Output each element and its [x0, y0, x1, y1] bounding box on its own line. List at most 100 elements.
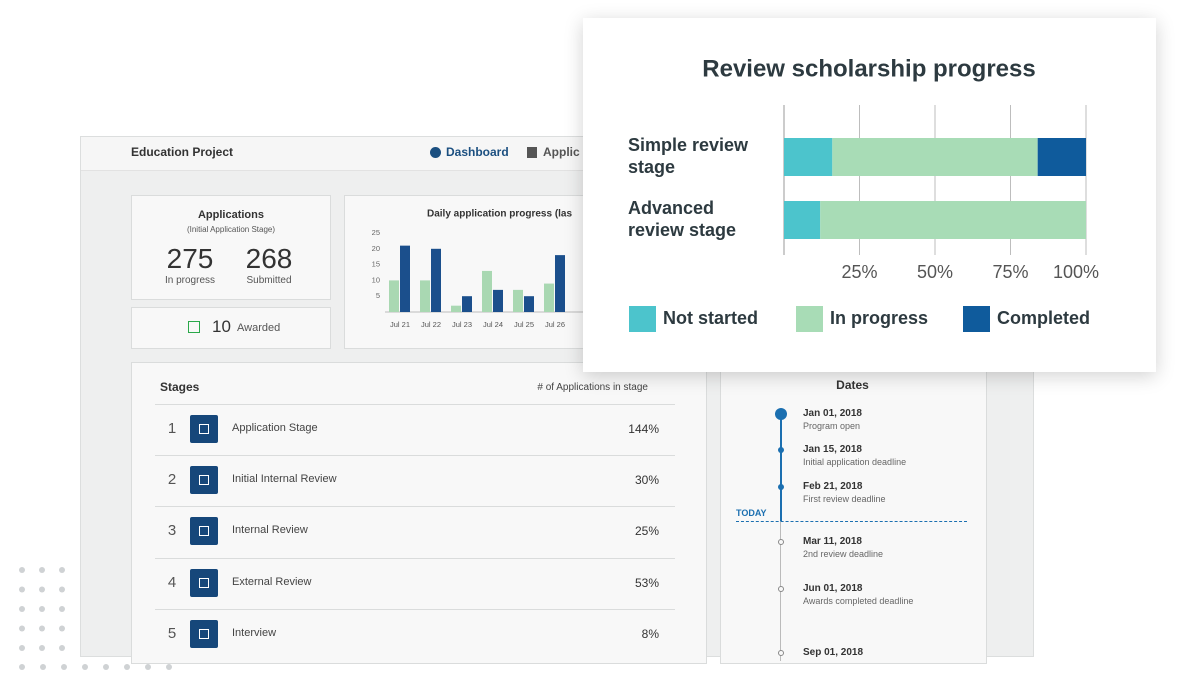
stage-icon [190, 619, 218, 648]
category-label: Advanced review stage [628, 198, 737, 240]
bar [420, 280, 430, 312]
event-date: Jun 01, 2018 [803, 583, 863, 594]
legend-label: Completed [997, 308, 1090, 328]
event-label: 2nd review deadline [803, 549, 884, 559]
daily-chart-title: Daily application progress (las [427, 209, 572, 220]
y-tick-label: 20 [372, 244, 380, 253]
stage-icon-glyph [199, 526, 209, 537]
stage-number: 4 [167, 573, 177, 591]
bar [493, 289, 503, 312]
awarded-card [131, 307, 331, 349]
stage-percent: 30% [634, 473, 659, 488]
bar-segment [1037, 138, 1086, 176]
timeline-past [780, 414, 782, 521]
category-label: Simple review stage [628, 135, 749, 177]
award-icon [188, 321, 200, 333]
bar-segment [784, 138, 833, 176]
dates-card [720, 362, 987, 664]
overlay-card: Review scholarship progress 25% 50% 75% 100… [583, 18, 1156, 372]
stage-name: Interview [232, 626, 277, 639]
stage-name: Initial Internal Review [232, 473, 337, 486]
submitted-count: 268 [245, 243, 293, 274]
stage-name: Application Stage [232, 422, 318, 434]
today-label: TODAY [736, 508, 767, 518]
timeline-dot [775, 408, 787, 420]
stage-percent: 53% [634, 575, 659, 590]
stage-number: 2 [167, 471, 177, 489]
x-tick-label: Jul 24 [483, 320, 503, 329]
submitted-label: Submitted [246, 275, 292, 286]
row-divider [155, 557, 675, 559]
timeline-dot [778, 586, 784, 592]
stage-icon-glyph [199, 475, 209, 486]
stage-icon [190, 466, 218, 495]
in-progress-count: 275 [166, 243, 214, 274]
event-label: Initial application deadline [803, 457, 907, 467]
stage-icon-glyph [199, 577, 209, 588]
stage-number: 3 [167, 522, 177, 540]
row-divider [155, 404, 675, 405]
x-tick-label: Jul 22 [421, 320, 441, 329]
stages-header: Stages [160, 380, 200, 394]
row-divider [155, 506, 675, 508]
bar-segment [820, 201, 1086, 239]
applications-card [131, 195, 331, 300]
awarded-count: 10 [212, 317, 231, 336]
dates-title: Dates [836, 378, 869, 392]
card-title: Applications [197, 209, 264, 221]
stage-number: 1 [167, 420, 177, 437]
event-date: Mar 11, 2018 [803, 536, 862, 547]
chart-title: Review scholarship progress [702, 55, 1035, 82]
x-tick-label: Jul 25 [514, 320, 534, 329]
y-tick-label: 15 [372, 260, 380, 269]
in-progress-label: In progress [164, 275, 216, 286]
x-tick-label: Jul 23 [452, 320, 472, 329]
stage-percent: 25% [634, 524, 659, 539]
bar [462, 296, 472, 312]
stage-icon-glyph [199, 628, 209, 639]
bar-segment [832, 138, 1038, 176]
legend-label: Not started [663, 308, 758, 328]
stage-icon [190, 568, 218, 597]
review-chart: Review scholarship progress 25% 50% 75% 100… [629, 55, 1099, 332]
nav-dashboard[interactable]: Dashboard [446, 145, 509, 159]
legend-swatch [963, 306, 990, 332]
y-tick-label: 10 [372, 275, 380, 284]
x-tick-label: Jul 26 [545, 320, 565, 329]
event-label: Program open [803, 421, 861, 431]
stage-percent: 8% [641, 626, 659, 641]
bar [389, 280, 399, 312]
x-tick-label: 75% [992, 262, 1028, 282]
x-tick-label: 100% [1053, 262, 1099, 282]
event-date: Jan 01, 2018 [803, 408, 862, 419]
stage-icon [190, 415, 218, 443]
bar [400, 245, 410, 312]
x-tick-label: 25% [841, 262, 877, 282]
timeline-dot [778, 484, 784, 490]
bar [513, 289, 523, 312]
bar [544, 283, 554, 312]
timeline-dot [778, 650, 784, 656]
stages-card [131, 362, 707, 664]
y-tick-label: 5 [376, 291, 380, 300]
event-label: First review deadline [803, 494, 886, 504]
stage-name: Internal Review [232, 524, 308, 537]
legend-swatch [796, 306, 823, 332]
event-date: Jan 15, 2018 [803, 444, 862, 455]
stage-number: 5 [167, 624, 177, 642]
bar [524, 296, 534, 312]
event-date: Sep 01, 2018 [803, 647, 864, 658]
project-title: Education Project [131, 145, 234, 159]
y-tick-label: 25 [372, 228, 380, 237]
dashboard-icon [430, 147, 441, 158]
bar [451, 305, 461, 312]
event-date: Feb 21, 2018 [803, 481, 863, 492]
x-tick-label: 50% [917, 262, 953, 282]
stage-name: External Review [232, 575, 312, 588]
nav-applications[interactable]: Applic [543, 145, 580, 159]
row-divider [155, 608, 675, 610]
stage-icon-glyph [199, 424, 209, 434]
bar-segment [784, 201, 821, 239]
bar [482, 270, 492, 312]
